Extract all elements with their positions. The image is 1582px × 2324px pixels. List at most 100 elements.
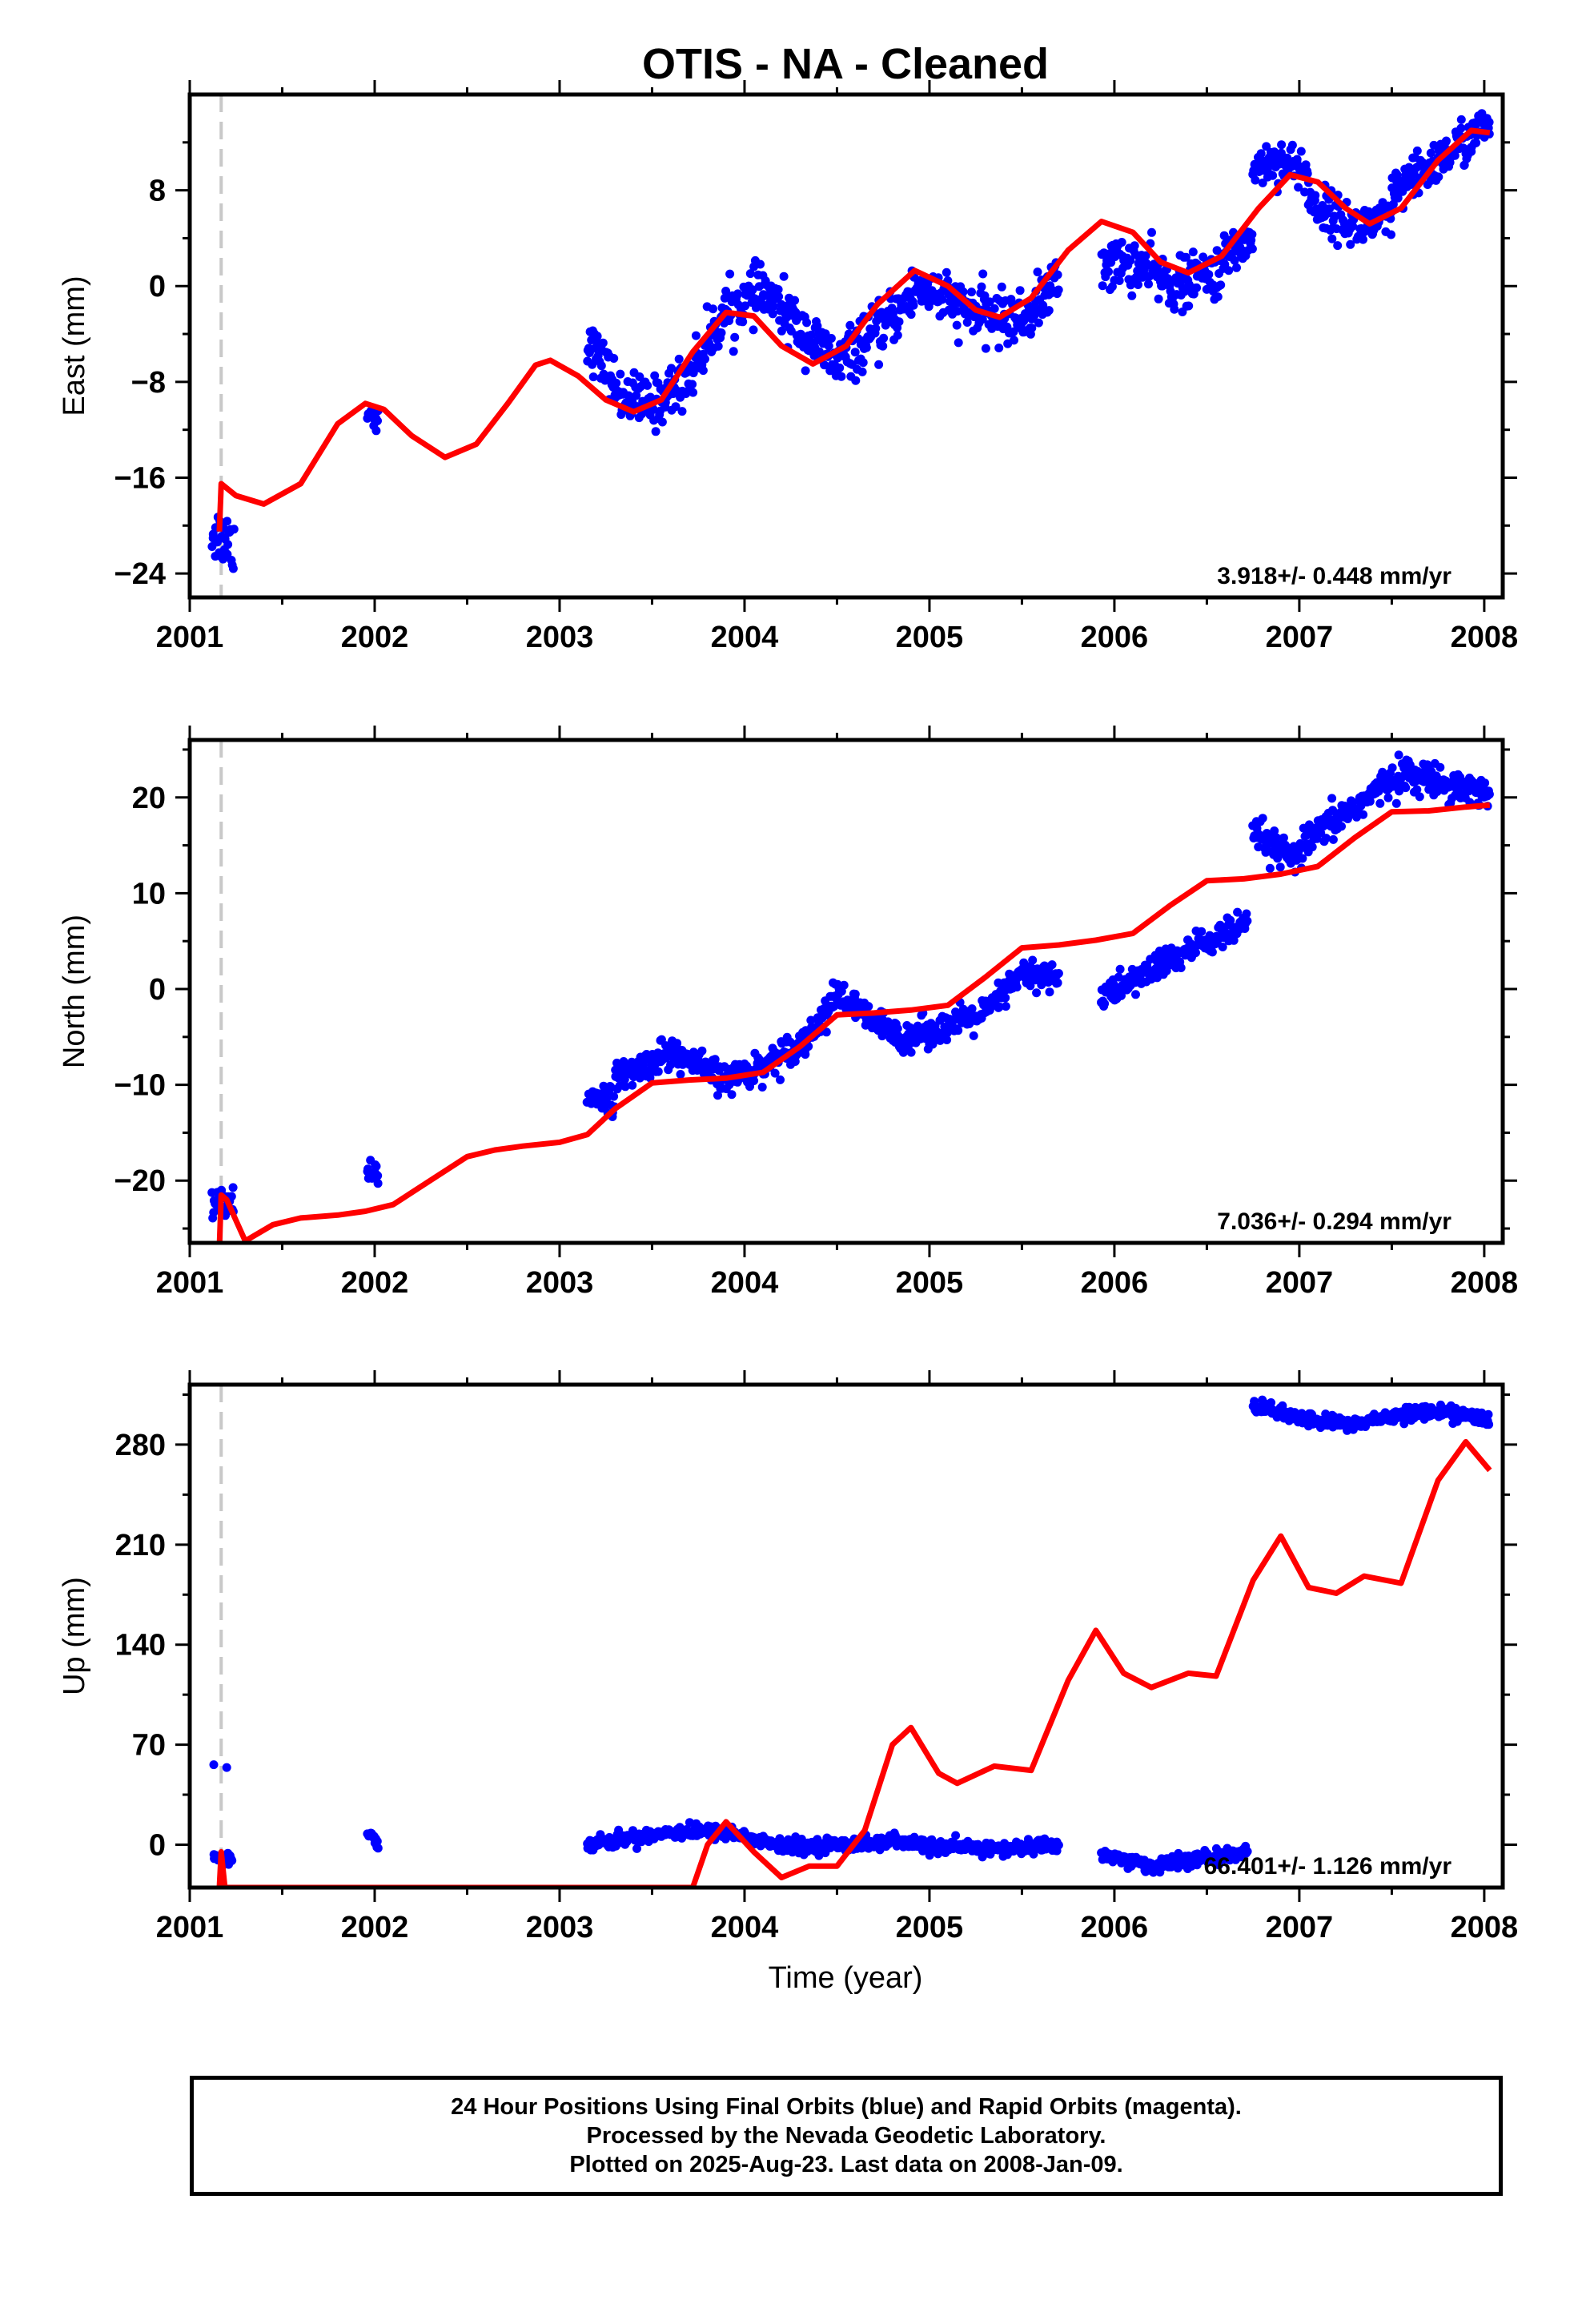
data-point — [878, 341, 888, 351]
model-curve — [216, 802, 1491, 1243]
x-tick-label: 2001 — [156, 621, 224, 654]
x-axis-label: Time (year) — [769, 1961, 923, 1995]
data-point — [1387, 230, 1395, 239]
data-point — [824, 341, 833, 351]
footer-line-lab: Processed by the Nevada Geodetic Laborat… — [586, 2123, 1106, 2149]
data-points — [207, 750, 1494, 1223]
y-tick-label: 10 — [132, 877, 166, 911]
data-point — [1247, 230, 1257, 239]
plot-area — [209, 1395, 1494, 1888]
data-point — [1394, 750, 1403, 760]
data-point — [612, 378, 621, 388]
data-point — [1232, 263, 1241, 272]
x-tick-label: 2005 — [896, 1911, 964, 1944]
data-point — [653, 1067, 663, 1076]
data-point — [1434, 172, 1443, 182]
y-axis-label: Up (mm) — [58, 1577, 91, 1695]
data-point — [671, 402, 681, 412]
data-point — [871, 324, 881, 333]
data-point — [1126, 255, 1135, 265]
data-point — [861, 343, 871, 352]
data-point — [997, 282, 1006, 292]
data-point — [952, 320, 962, 330]
data-point — [829, 1002, 839, 1011]
data-point — [1170, 304, 1179, 314]
data-point — [1213, 292, 1223, 302]
data-point — [1365, 797, 1375, 806]
data-point — [1226, 915, 1235, 925]
data-point — [1484, 790, 1494, 799]
data-point — [1054, 1840, 1063, 1850]
model-curve — [216, 127, 1491, 532]
data-point — [741, 301, 750, 311]
data-point — [1028, 955, 1038, 965]
data-point — [1307, 842, 1317, 852]
x-tick-label: 2001 — [156, 1911, 224, 1944]
data-point — [756, 259, 765, 269]
data-point — [1404, 163, 1414, 172]
data-point — [894, 317, 904, 327]
y-tick-label: 0 — [149, 973, 166, 1007]
rate-annotation: 7.036+/- 0.294 mm/yr — [1217, 1208, 1452, 1235]
y-tick-label: 280 — [115, 1429, 166, 1462]
data-point — [1053, 978, 1062, 987]
data-point — [1216, 280, 1226, 290]
data-point — [228, 1183, 238, 1192]
data-point — [942, 1035, 952, 1044]
data-point — [727, 1090, 737, 1100]
data-point — [776, 1075, 785, 1084]
data-point — [761, 276, 770, 286]
data-point — [774, 292, 784, 301]
data-point — [1337, 822, 1346, 831]
data-point — [749, 325, 758, 335]
east-panel: 2001 2002 2003 2004 2005 2006 2007 2008 8 0 −8 −16 −… — [58, 80, 1518, 654]
data-point — [749, 1076, 759, 1085]
data-point — [717, 328, 726, 338]
data-point — [725, 269, 735, 279]
data-point — [909, 300, 918, 310]
data-point — [1030, 311, 1039, 320]
y-tick-label: 20 — [132, 782, 166, 815]
plot-area — [207, 750, 1494, 1243]
data-point — [1279, 833, 1288, 842]
plot-frame — [187, 92, 1505, 600]
data-point — [1038, 300, 1048, 310]
data-point — [596, 361, 606, 371]
up-panel: 2001 2002 2003 2004 2005 2006 2007 2008 280 210 14… — [58, 1370, 1518, 1944]
data-point — [1243, 916, 1252, 926]
data-point — [1456, 115, 1466, 124]
data-point — [951, 1831, 961, 1840]
footer-line-dates: Plotted on 2025-Aug-23. Last data on 200… — [569, 2152, 1123, 2177]
data-point — [730, 332, 740, 342]
x-tick-label: 2008 — [1451, 1911, 1519, 1944]
data-point — [688, 380, 697, 389]
data-point — [980, 291, 990, 300]
data-point — [1436, 1400, 1445, 1409]
data-point — [1204, 270, 1214, 279]
data-point — [632, 391, 641, 400]
data-point — [773, 285, 783, 294]
data-point — [757, 1083, 767, 1092]
data-point — [864, 1002, 873, 1011]
data-point — [673, 1039, 682, 1048]
data-point — [227, 1856, 237, 1865]
y-axis-label: North (mm) — [58, 915, 91, 1068]
data-point — [1450, 151, 1460, 160]
data-point — [820, 360, 829, 370]
plot-area — [207, 109, 1494, 573]
data-point — [697, 1046, 707, 1055]
data-point — [858, 358, 868, 368]
data-point — [1197, 927, 1207, 936]
data-point — [733, 289, 742, 299]
data-point — [228, 564, 238, 573]
data-point — [745, 269, 755, 279]
data-point — [616, 369, 625, 379]
data-point — [1180, 287, 1190, 296]
data-point — [1192, 283, 1202, 292]
x-tick-label: 2003 — [526, 1266, 594, 1300]
x-tick-label: 2004 — [711, 1911, 779, 1944]
data-point — [1296, 147, 1306, 156]
x-tick-label: 2008 — [1451, 621, 1519, 654]
data-point — [1388, 199, 1398, 209]
y-tick-label: 210 — [115, 1529, 166, 1562]
